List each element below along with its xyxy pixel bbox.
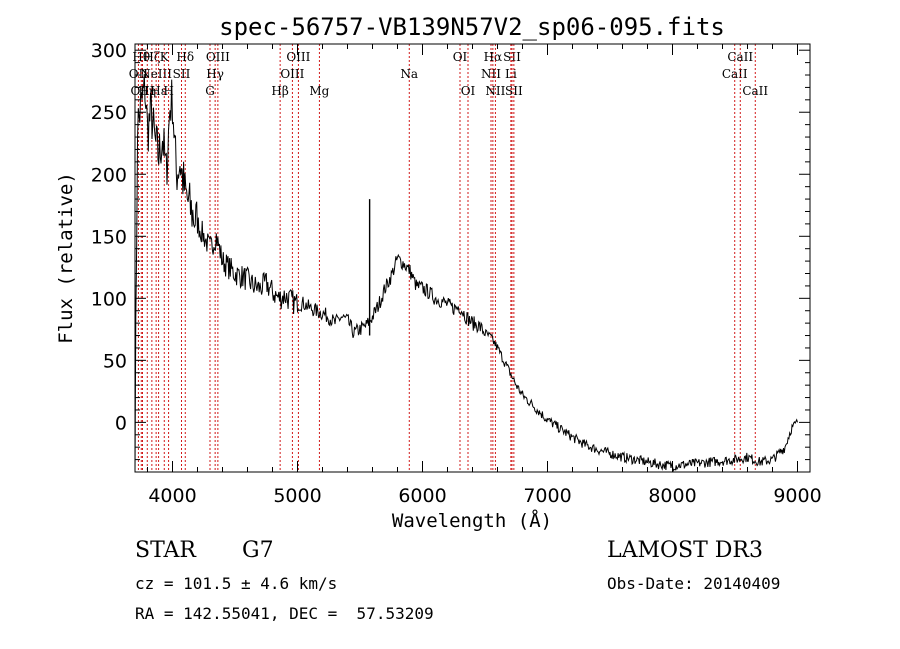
y-tick-label: 250 <box>91 102 127 124</box>
x-axis-label: Wavelength (Å) <box>392 509 552 532</box>
y-tick-label: 50 <box>103 350 127 372</box>
line-marker-label: K <box>160 50 170 64</box>
line-marker-label: SII <box>173 67 191 81</box>
line-marker-label: Mg <box>309 84 329 98</box>
line-marker-label: Hα <box>484 50 503 64</box>
y-tick-label: 150 <box>91 226 127 248</box>
line-marker-label: G <box>205 84 215 98</box>
line-marker-label: Hε <box>150 84 167 98</box>
y-axis-label: Flux (relative) <box>55 172 77 344</box>
line-marker-label: CaII <box>727 50 753 64</box>
line-markers: OIIHθOIIIHηHζNeIIIHεKHSIIHδGHγOIIIHβOIII… <box>129 44 768 472</box>
line-marker-label: OII <box>129 67 149 81</box>
y-tick-label: 200 <box>91 164 127 186</box>
survey-name: LAMOST DR3 <box>607 538 763 563</box>
line-marker-label: Hθ <box>132 50 150 64</box>
redshift-value: cz = 101.5 ± 4.6 km/s <box>135 574 338 593</box>
line-marker-label: OI <box>461 84 476 98</box>
y-tick-label: 300 <box>91 40 127 62</box>
line-marker-label: NII <box>485 84 505 98</box>
line-marker-label: Hγ <box>206 67 224 81</box>
spectrum-line <box>135 73 798 472</box>
x-tick-label: 9000 <box>773 485 821 507</box>
line-marker-label: Hβ <box>271 84 288 98</box>
y-tick-label: 100 <box>91 288 127 310</box>
line-marker-label: NII <box>481 67 501 81</box>
line-marker-label: OI <box>453 50 468 64</box>
line-marker-label: Li <box>505 67 517 81</box>
obs-date: Obs-Date: 20140409 <box>607 574 781 593</box>
line-marker-label: NeIII <box>140 67 172 81</box>
x-tick-label: 4000 <box>148 485 196 507</box>
line-marker-label: OIII <box>286 50 310 64</box>
line-marker-label: OIII <box>280 67 304 81</box>
line-marker-label: SII <box>505 84 523 98</box>
line-marker-label: CaII <box>722 67 748 81</box>
object-subclass: G7 <box>242 538 274 563</box>
line-marker-label: Na <box>400 67 418 81</box>
line-marker-label: SII <box>503 50 521 64</box>
line-marker-label: OIII <box>206 50 230 64</box>
line-marker-label: H <box>163 84 173 98</box>
x-tick-label: 7000 <box>523 485 571 507</box>
line-marker-label: Hδ <box>176 50 194 64</box>
chart-title: spec-56757-VB139N57V2_sp06-095.fits <box>219 13 725 41</box>
y-tick-label: 0 <box>115 412 127 434</box>
plot-frame <box>134 43 811 473</box>
line-marker-label: CaII <box>742 84 768 98</box>
x-tick-label: 8000 <box>648 485 696 507</box>
spectrum-series <box>135 73 798 472</box>
coordinates: RA = 142.55041, DEC = 57.53209 <box>135 604 434 623</box>
y-axis: 0 50 100 150 200 250 300 <box>91 40 810 461</box>
x-axis: 4000 5000 6000 7000 8000 9000 <box>147 44 822 507</box>
object-class: STAR <box>135 538 196 563</box>
x-tick-label: 5000 <box>273 485 321 507</box>
x-tick-label: 6000 <box>398 485 446 507</box>
